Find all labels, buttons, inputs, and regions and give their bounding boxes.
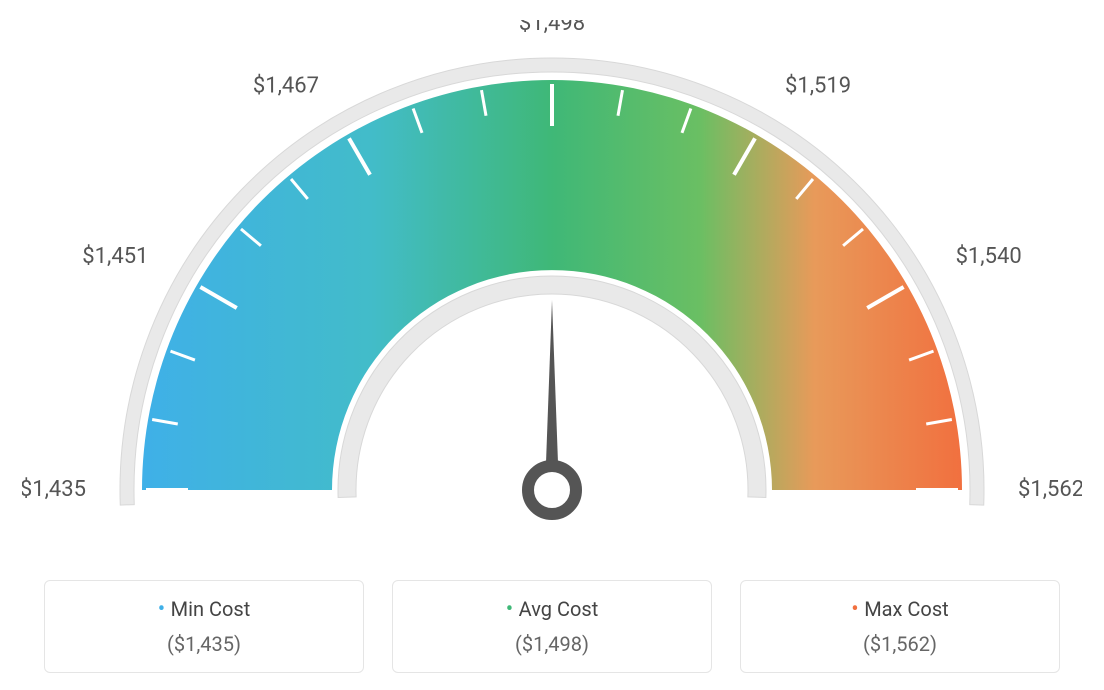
legend-card-min: Min Cost ($1,435) — [44, 580, 364, 673]
legend-avg-label: Avg Cost — [403, 597, 701, 622]
gauge-tick-label: $1,451 — [82, 244, 148, 269]
gauge-chart: $1,435 $1,451 $1,467 $1,498 $1,519 $1,540 $1,5… — [22, 20, 1082, 560]
legend-card-max: Max Cost ($1,562) — [740, 580, 1060, 673]
gauge-tick-label: $1,519 — [785, 73, 851, 98]
gauge-tick-label: $1,467 — [253, 73, 319, 98]
gauge-tick-label: $1,540 — [956, 244, 1022, 269]
gauge-tick-label: $1,435 — [22, 477, 86, 502]
legend-min-value: ($1,435) — [55, 632, 353, 656]
gauge-tick-label: $1,498 — [519, 20, 585, 36]
gauge-svg: $1,435 $1,451 $1,467 $1,498 $1,519 $1,540 $1,5… — [22, 20, 1082, 560]
gauge-tick-label: $1,562 — [1018, 477, 1082, 502]
legend-avg-value: ($1,498) — [403, 632, 701, 656]
legend-min-label: Min Cost — [55, 597, 353, 622]
legend-max-label: Max Cost — [751, 597, 1049, 622]
gauge-hub — [528, 466, 576, 514]
legend-max-value: ($1,562) — [751, 632, 1049, 656]
legend-card-avg: Avg Cost ($1,498) — [392, 580, 712, 673]
legend-row: Min Cost ($1,435) Avg Cost ($1,498) Max … — [20, 580, 1084, 673]
